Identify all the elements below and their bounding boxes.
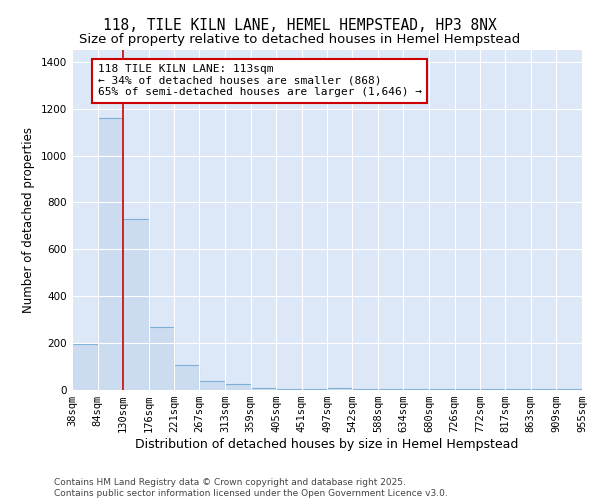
Bar — [276, 389, 302, 390]
Bar — [225, 384, 251, 390]
Bar — [327, 388, 352, 390]
Bar — [199, 381, 225, 390]
Bar — [72, 344, 98, 390]
Bar — [251, 388, 276, 390]
Text: 118, TILE KILN LANE, HEMEL HEMPSTEAD, HP3 8NX: 118, TILE KILN LANE, HEMEL HEMPSTEAD, HP… — [103, 18, 497, 32]
Bar — [98, 118, 123, 390]
Text: Size of property relative to detached houses in Hemel Hempstead: Size of property relative to detached ho… — [79, 32, 521, 46]
Bar — [302, 389, 327, 390]
Text: Contains HM Land Registry data © Crown copyright and database right 2025.
Contai: Contains HM Land Registry data © Crown c… — [54, 478, 448, 498]
Text: 118 TILE KILN LANE: 113sqm
← 34% of detached houses are smaller (868)
65% of sem: 118 TILE KILN LANE: 113sqm ← 34% of deta… — [98, 64, 422, 98]
Bar — [123, 219, 149, 390]
Bar — [174, 366, 199, 390]
Y-axis label: Number of detached properties: Number of detached properties — [22, 127, 35, 313]
Bar — [149, 326, 174, 390]
X-axis label: Distribution of detached houses by size in Hemel Hempstead: Distribution of detached houses by size … — [136, 438, 518, 451]
